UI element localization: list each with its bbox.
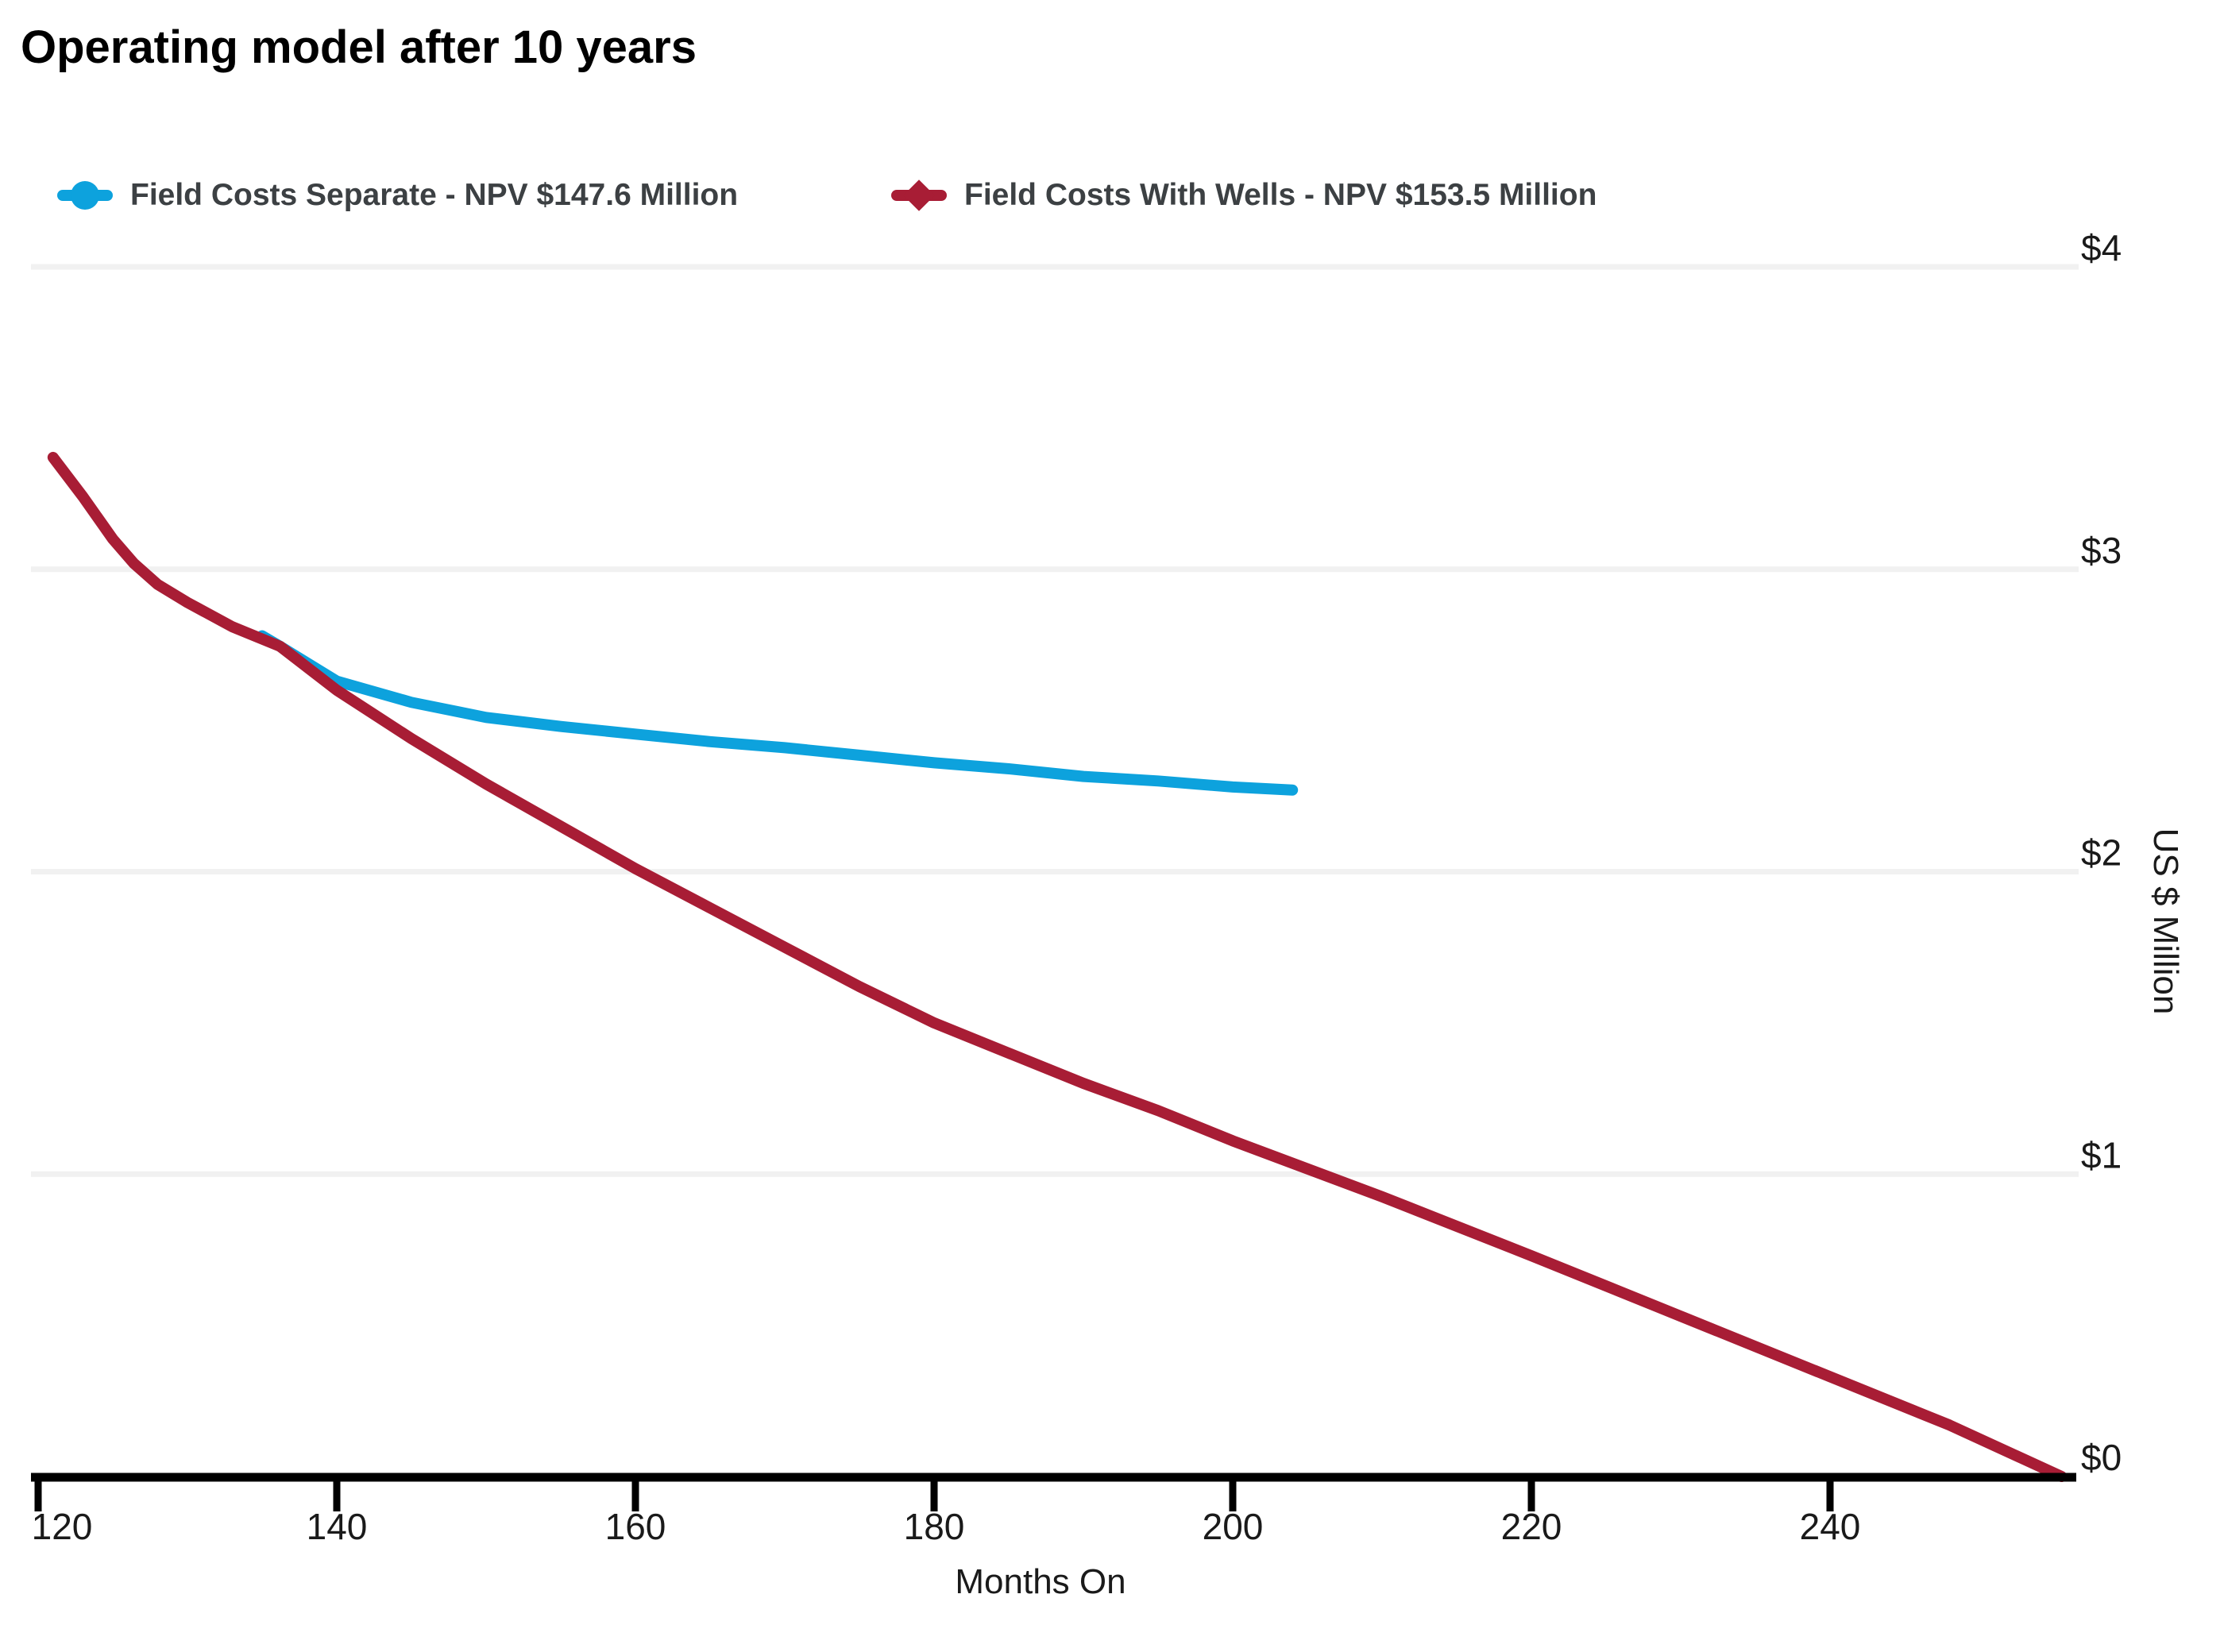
y-axis-title: US $ Million: [2146, 828, 2185, 1015]
series-line-field-costs-separate: [257, 630, 1299, 796]
series-lines: [47, 451, 2068, 1482]
legend-label: Field Costs With Wells - NPV $153.5 Mill…: [964, 178, 1597, 212]
y-tick-label-3: $3: [2081, 530, 2122, 571]
chart-title: Operating model after 10 years: [21, 21, 697, 73]
x-tick-label-220: 220: [1501, 1506, 1562, 1547]
legend-label: Field Costs Separate - NPV $147.6 Millio…: [130, 178, 739, 212]
x-tick-label-140: 140: [307, 1506, 368, 1547]
y-tick-label-1: $1: [2081, 1134, 2122, 1175]
legend-marker-line-circle-icon: [57, 181, 113, 210]
x-axis-title: Months On: [955, 1562, 1126, 1601]
y-tick-label-4: $4: [2081, 227, 2122, 268]
y-tick-label-2: $2: [2081, 832, 2122, 874]
x-tick-label-120: 120: [32, 1506, 93, 1547]
axis-tick-labels: $0 $1 $2 $3 $4 120 140 160 180 200 220 240: [32, 227, 2122, 1547]
legend-item-field-costs-with-wells[interactable]: Field Costs With Wells - NPV $153.5 Mill…: [891, 176, 1597, 214]
y-tick-label-0: $0: [2081, 1437, 2122, 1478]
legend: Field Costs Separate - NPV $147.6 Millio…: [0, 176, 2224, 216]
legend-item-field-costs-separate[interactable]: Field Costs Separate - NPV $147.6 Millio…: [57, 176, 738, 214]
x-axis: [31, 1473, 2076, 1511]
x-tick-label-160: 160: [605, 1506, 666, 1547]
series-line-field-costs-with-wells: [47, 451, 2068, 1482]
legend-marker-line-diamond-icon: [891, 179, 947, 211]
gridlines: [31, 264, 2079, 1177]
x-tick-label-200: 200: [1203, 1506, 1264, 1547]
x-tick-label-180: 180: [904, 1506, 965, 1547]
x-tick-label-240: 240: [1800, 1506, 1861, 1547]
